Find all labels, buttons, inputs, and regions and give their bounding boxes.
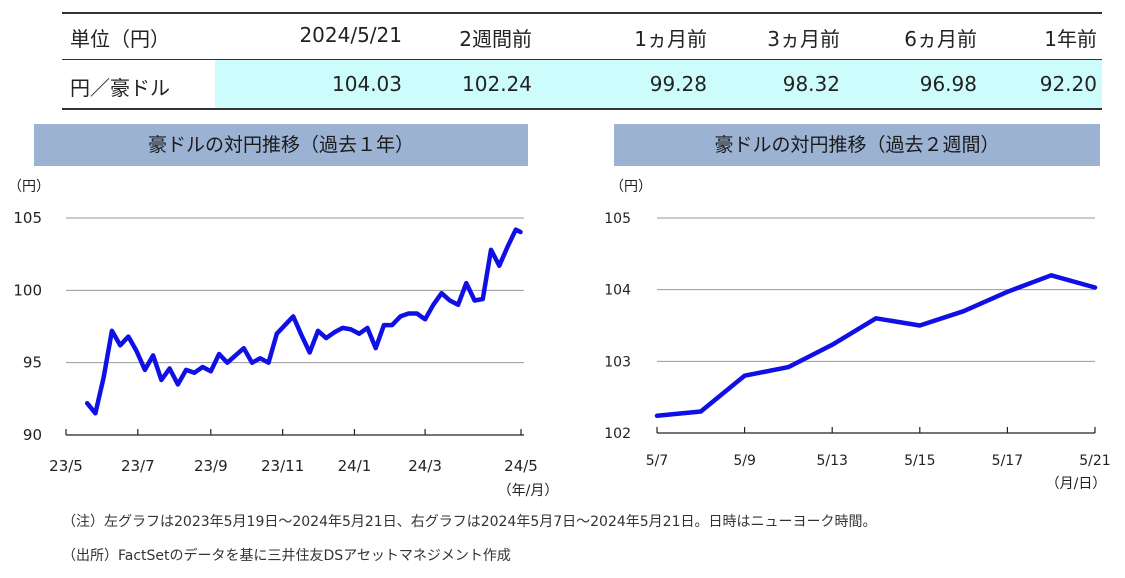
value-1m: 99.28	[649, 72, 707, 96]
chart1-y-tick: 90	[23, 426, 42, 444]
value-6m: 96.98	[919, 72, 977, 96]
chart2-x-tick: 5/13	[816, 453, 847, 469]
source-note: （出所）FactSetのデータを基に三井住友DSアセットマネジメント作成	[62, 548, 511, 564]
chart2-y-tick: 104	[604, 283, 631, 299]
header-2w: 2週間前	[459, 27, 532, 51]
chart1-series-line	[84, 227, 523, 416]
chart2-series-line	[654, 273, 1098, 419]
chart-1-year: （円） 90 95 100 105 23/5 23/7 23/9 23/11 24/1 24/3…	[8, 179, 559, 499]
header-3m: 3ヵ月前	[767, 27, 840, 51]
value-3m: 98.32	[782, 72, 840, 96]
header-1m: 1ヵ月前	[634, 27, 707, 51]
header-unit: 単位（円）	[70, 27, 170, 51]
chart1-x-tick: 23/9	[194, 457, 228, 475]
chart1-y-tick: 105	[13, 209, 42, 227]
value-2w: 102.24	[462, 72, 532, 96]
chart1-x-tick: 24/5	[504, 457, 538, 475]
chart2-x-tick: 5/15	[904, 453, 935, 469]
table-top-rule	[62, 12, 1102, 14]
header-1y: 1年前	[1044, 27, 1097, 51]
value-current: 104.03	[332, 72, 402, 96]
chart2-x-tick: 5/7	[646, 453, 669, 469]
chart1-x-tick: 23/5	[49, 457, 83, 475]
chart1-y-tick: 100	[13, 281, 42, 299]
chart2-x-tick: 5/9	[733, 453, 756, 469]
chart1-x-tick: 23/7	[121, 457, 155, 475]
table-mid-rule	[62, 59, 1102, 60]
chart1-x-tick: 24/3	[408, 457, 442, 475]
chart1-y-tick: 95	[23, 354, 42, 372]
value-1y: 92.20	[1039, 72, 1097, 96]
chart2-x-tick: 5/21	[1079, 453, 1110, 469]
header-current: 2024/5/21	[299, 23, 402, 47]
row-label: 円／豪ドル	[70, 76, 170, 100]
table-bottom-rule	[62, 108, 1102, 110]
chart1-y-unit: （円）	[8, 179, 50, 195]
footnote: （注）左グラフは2023年5月19日～2024年5月21日、右グラフは2024年…	[62, 514, 877, 530]
chart2-x-tick: 5/17	[992, 453, 1023, 469]
chart1-x-tick: 24/1	[338, 457, 372, 475]
header-6m: 6ヵ月前	[904, 27, 977, 51]
chart2-y-tick: 105	[604, 211, 631, 227]
chart1-x-tick: 23/11	[261, 457, 304, 475]
chart2-title: 豪ドルの対円推移（過去２週間）	[614, 124, 1100, 166]
price-table: 単位（円） 2024/5/21 2週間前 1ヵ月前 3ヵ月前 6ヵ月前 1年前 …	[62, 12, 1102, 110]
chart2-y-tick: 102	[604, 426, 631, 442]
chart1-x-unit: （年/月）	[498, 483, 559, 499]
chart2-y-tick: 103	[604, 354, 631, 370]
chart2-x-unit: （月/日）	[1046, 476, 1107, 492]
chart1-title: 豪ドルの対円推移（過去１年）	[34, 124, 528, 166]
chart2-y-unit: （円）	[610, 179, 652, 195]
value-row-highlight	[215, 60, 1102, 108]
